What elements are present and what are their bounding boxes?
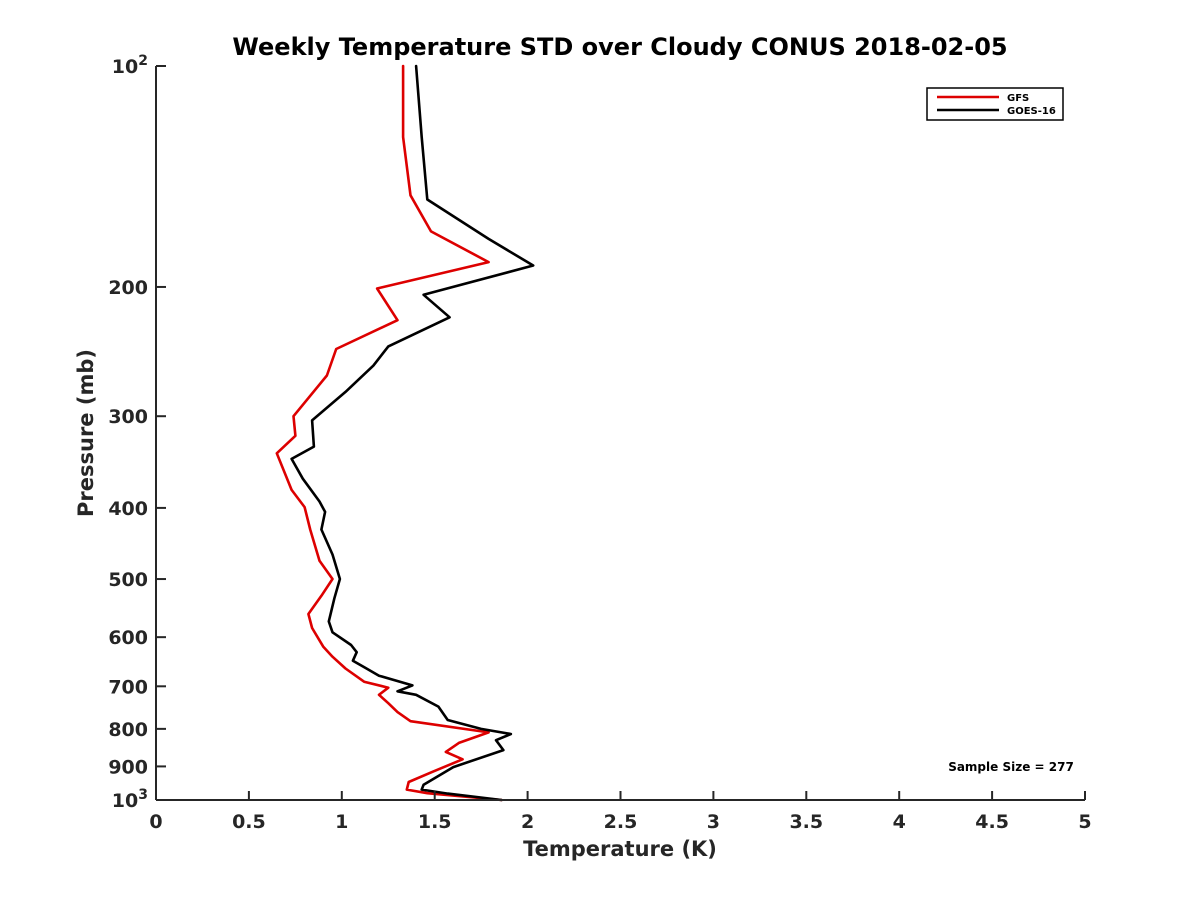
y-tick-label: 300 [108, 406, 148, 428]
x-tick-label: 1 [335, 811, 348, 833]
x-tick-label: 0 [149, 811, 162, 833]
y-tick-label: 500 [108, 569, 148, 591]
legend-label: GFS [1007, 93, 1029, 104]
x-tick-label: 1.5 [418, 811, 452, 833]
y-axis-label: Pressure (mb) [74, 349, 98, 517]
sample-size-annotation: Sample Size = 277 [948, 760, 1074, 774]
x-tick-label: 2 [521, 811, 534, 833]
legend-label: GOES-16 [1007, 106, 1056, 117]
x-axis-label: Temperature (K) [523, 837, 717, 861]
y-tick-label: 700 [108, 676, 148, 698]
y-tick-label: 800 [108, 719, 148, 741]
plot-background [156, 66, 1085, 800]
y-axis: 102 200 300 400 500 600 700 800 900 103 [108, 53, 166, 812]
series-line-gfs [275, 64, 503, 802]
x-tick-label: 5 [1078, 811, 1091, 833]
y-tick-label: 200 [108, 277, 148, 299]
y-tick-label: 600 [108, 627, 148, 649]
y-tick-label: 900 [108, 756, 148, 778]
legend-box [926, 87, 1064, 121]
x-tick-label: 2.5 [604, 811, 638, 833]
series-layer [275, 64, 535, 802]
x-tick-label: 3.5 [789, 811, 823, 833]
x-tick-label: 4 [893, 811, 906, 833]
y-tick-label: 102 [112, 53, 148, 78]
chart-title: Weekly Temperature STD over Cloudy CONUS… [232, 33, 1007, 61]
x-axis: 0 0.5 1 1.5 2 2.5 3 3.5 4 4.5 5 [149, 791, 1092, 833]
x-tick-label: 4.5 [975, 811, 1009, 833]
y-tick-label: 400 [108, 498, 148, 520]
x-tick-label: 0.5 [232, 811, 266, 833]
series-line-goes-16 [290, 64, 535, 802]
y-tick-label: 103 [112, 787, 148, 812]
x-tick-label: 3 [707, 811, 720, 833]
plot-area [156, 66, 1085, 800]
legend: GFS GOES-16 [926, 87, 1064, 121]
